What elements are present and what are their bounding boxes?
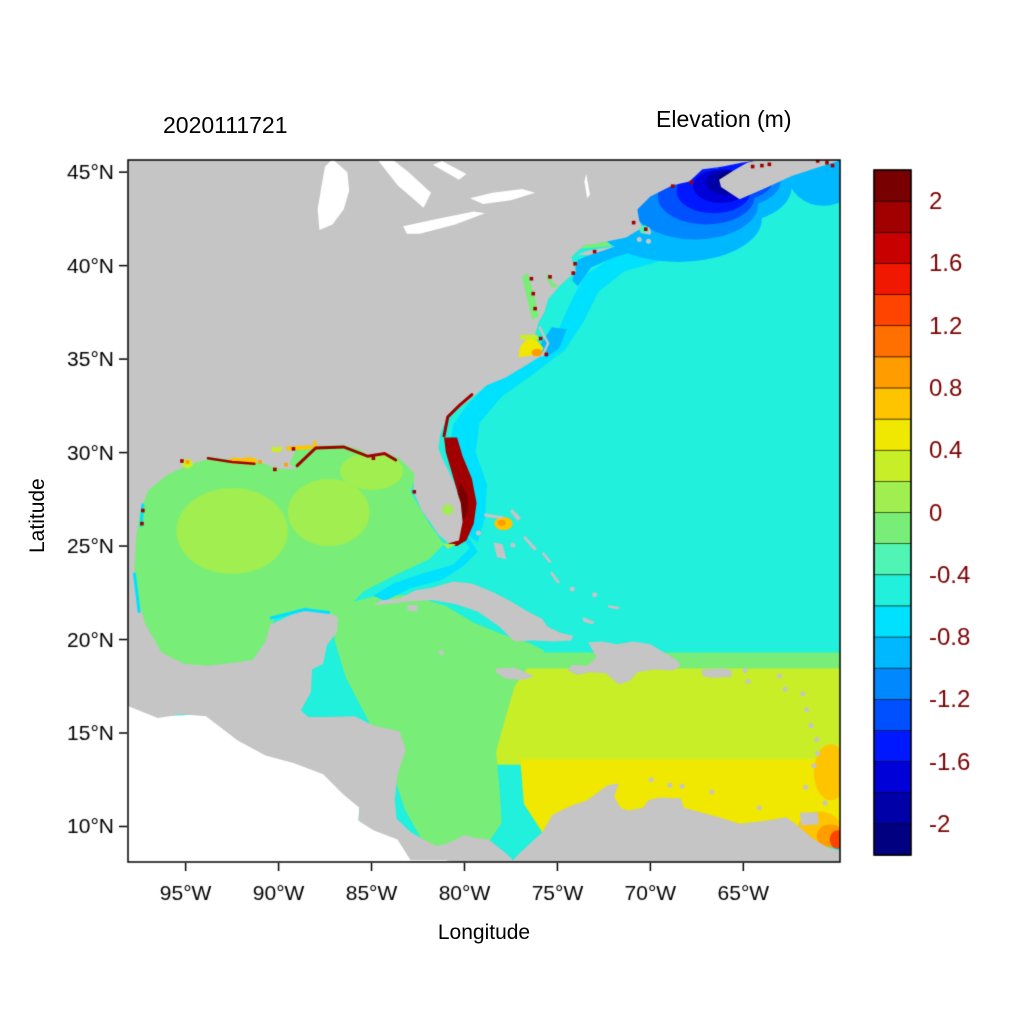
colorbar-title: Elevation (m) — [656, 106, 792, 132]
datestamp-title: 2020111721 — [163, 112, 288, 138]
y-axis-label: Latitude — [26, 478, 49, 553]
x-axis-label: Longitude — [437, 921, 531, 944]
